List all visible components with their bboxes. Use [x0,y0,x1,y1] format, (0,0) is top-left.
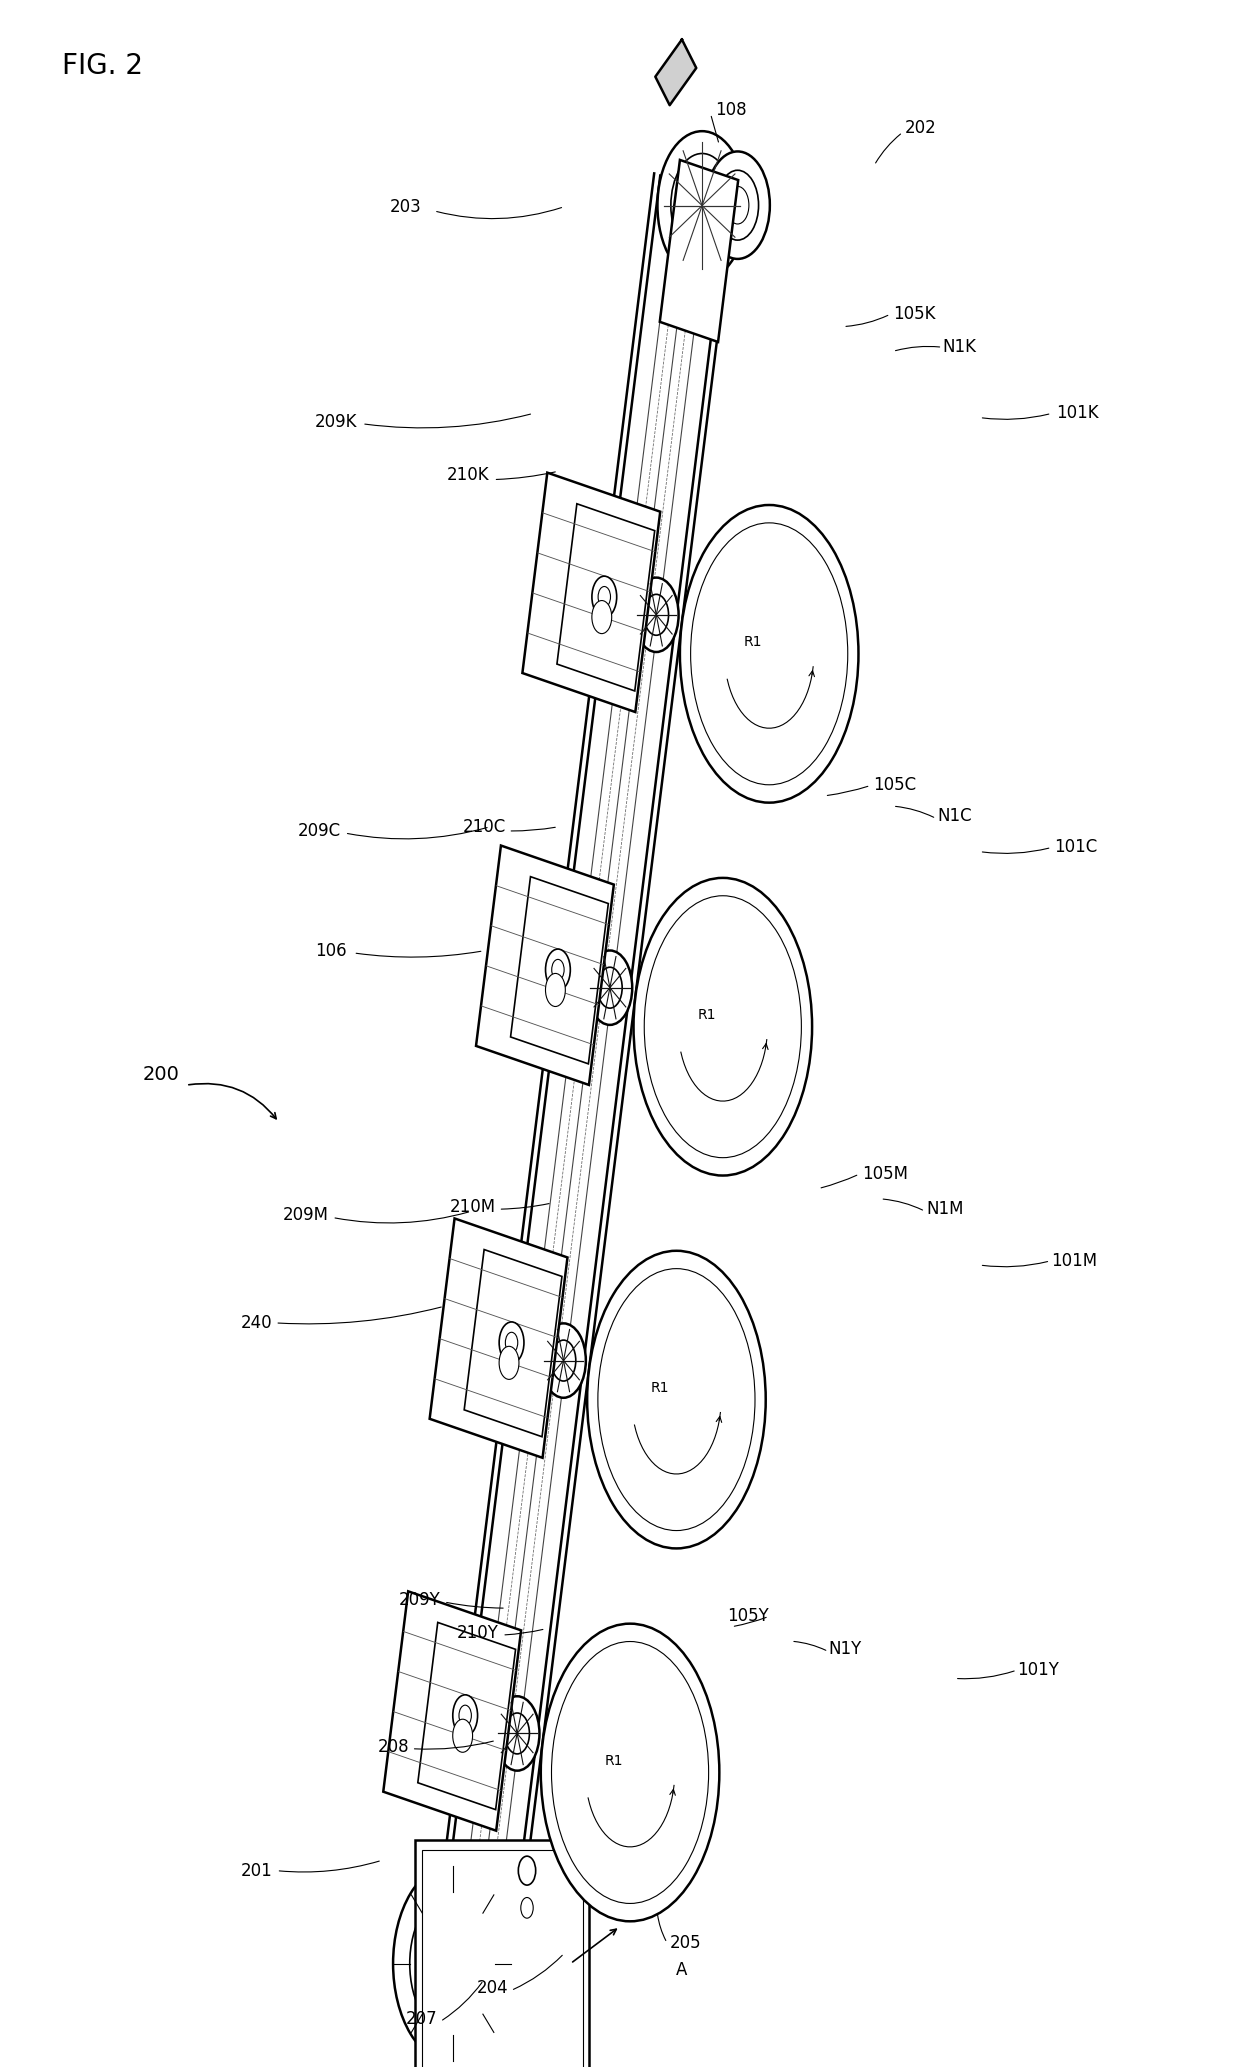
Text: 203: 203 [389,198,422,215]
Text: 105K: 105K [893,306,935,322]
Circle shape [680,504,858,802]
Circle shape [598,967,622,1009]
Circle shape [598,587,610,608]
Text: 106: 106 [315,943,347,959]
Circle shape [588,951,632,1025]
Text: 105Y: 105Y [727,1608,769,1625]
Text: FIG. 2: FIG. 2 [62,52,143,81]
Text: 101Y: 101Y [1017,1662,1059,1678]
Circle shape [467,1984,512,2059]
Circle shape [552,1641,708,1904]
Circle shape [518,1856,536,1885]
Circle shape [717,169,759,240]
Text: 210Y: 210Y [456,1625,498,1641]
Text: 201: 201 [241,1862,273,1879]
Circle shape [644,595,668,635]
Circle shape [657,130,746,279]
Polygon shape [522,473,660,711]
Text: N1M: N1M [926,1201,963,1217]
Text: 207: 207 [405,2011,438,2028]
Text: 210M: 210M [450,1199,496,1215]
Polygon shape [476,845,614,1085]
Text: 105C: 105C [873,777,916,794]
Circle shape [541,1323,585,1397]
Circle shape [552,959,564,980]
Circle shape [505,1926,525,1960]
Text: N1C: N1C [937,808,972,825]
Text: R1: R1 [651,1381,670,1395]
Text: 200: 200 [143,1065,180,1085]
Polygon shape [655,39,697,105]
Polygon shape [422,1850,583,2067]
Polygon shape [429,1217,568,1457]
Circle shape [480,1885,549,2001]
Text: R1: R1 [605,1753,624,1767]
Circle shape [591,601,611,635]
Circle shape [440,1943,465,1984]
Text: 204: 204 [476,1980,508,1997]
Text: 208: 208 [377,1738,409,1755]
Circle shape [393,1864,512,2063]
Polygon shape [418,1623,516,1809]
Text: 240: 240 [241,1315,273,1331]
Text: 205: 205 [670,1935,702,1951]
Polygon shape [383,1592,521,1831]
Circle shape [546,974,565,1007]
Text: 101M: 101M [1052,1253,1097,1269]
Circle shape [495,1697,539,1771]
Circle shape [453,1695,477,1736]
Circle shape [541,1625,719,1922]
Circle shape [500,1323,525,1364]
Circle shape [727,186,749,223]
Circle shape [453,1720,472,1753]
Text: 105M: 105M [862,1166,908,1182]
Circle shape [691,523,848,785]
Circle shape [521,1898,533,1918]
Circle shape [506,1333,518,1354]
Circle shape [634,577,678,651]
Circle shape [706,151,770,258]
Text: 209K: 209K [315,413,357,430]
Text: R1: R1 [697,1009,715,1021]
Text: N1K: N1K [942,339,976,356]
Circle shape [409,1891,496,2036]
Text: 209C: 209C [298,823,341,839]
Circle shape [476,1999,503,2044]
Text: N1Y: N1Y [828,1641,862,1658]
Polygon shape [660,159,738,341]
Circle shape [591,577,616,618]
Circle shape [588,1251,766,1548]
Circle shape [645,895,801,1158]
Circle shape [500,1346,520,1379]
Text: 210K: 210K [448,467,490,484]
Text: 108: 108 [715,101,748,118]
Text: 209M: 209M [283,1207,329,1224]
Text: 210C: 210C [463,819,506,835]
Circle shape [546,949,570,990]
Circle shape [598,1269,755,1530]
Circle shape [505,1714,529,1755]
Polygon shape [511,876,609,1065]
Text: 209Y: 209Y [398,1592,440,1608]
Circle shape [492,1906,537,1980]
Text: 202: 202 [905,120,937,136]
Circle shape [671,153,733,258]
Circle shape [634,878,812,1176]
Polygon shape [557,504,655,690]
Circle shape [552,1339,575,1381]
Circle shape [459,1705,471,1726]
Text: A: A [676,1962,687,1978]
Text: 101C: 101C [1054,839,1097,856]
Polygon shape [464,1251,562,1437]
Circle shape [425,1918,480,2009]
Text: R1: R1 [744,635,763,649]
Polygon shape [415,1840,589,2067]
Text: 101K: 101K [1056,405,1099,422]
